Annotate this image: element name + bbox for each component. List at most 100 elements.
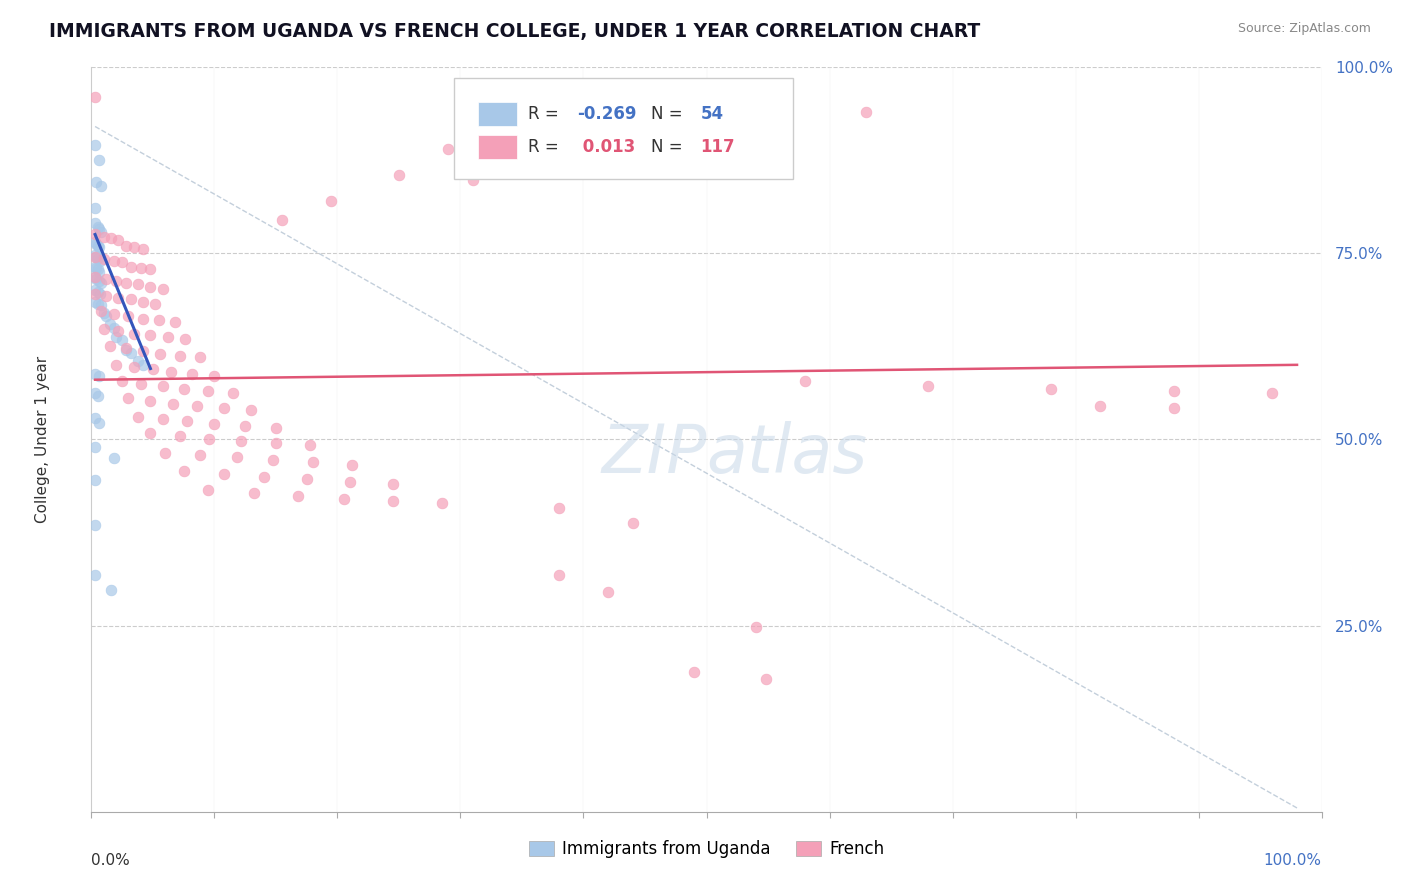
Point bbox=[163, 315, 186, 329]
Text: -0.269: -0.269 bbox=[578, 105, 637, 123]
Point bbox=[96, 272, 117, 286]
Point bbox=[105, 329, 127, 343]
Point bbox=[388, 168, 411, 182]
Point bbox=[181, 367, 204, 381]
Point bbox=[84, 138, 107, 153]
Point bbox=[461, 173, 484, 187]
Point bbox=[107, 233, 129, 247]
Text: 0.0%: 0.0% bbox=[91, 853, 131, 868]
Point bbox=[124, 360, 146, 375]
Point bbox=[86, 220, 108, 235]
Point bbox=[84, 202, 107, 216]
Point bbox=[917, 378, 939, 392]
Point bbox=[84, 260, 107, 274]
Point bbox=[93, 306, 115, 320]
Point bbox=[299, 438, 322, 452]
Point bbox=[142, 362, 165, 376]
Point bbox=[84, 567, 107, 582]
Point bbox=[197, 384, 219, 398]
Point bbox=[202, 417, 225, 431]
Point bbox=[152, 379, 174, 393]
Point bbox=[84, 235, 107, 249]
Point bbox=[100, 582, 122, 597]
Point bbox=[132, 242, 155, 256]
Text: ZIP: ZIP bbox=[602, 421, 706, 487]
Point bbox=[90, 225, 112, 239]
Point bbox=[103, 320, 125, 334]
Point bbox=[321, 194, 343, 208]
Point bbox=[621, 516, 644, 530]
Point bbox=[120, 346, 142, 360]
Point bbox=[87, 369, 110, 384]
Point bbox=[745, 620, 768, 634]
Point bbox=[793, 374, 815, 388]
Point bbox=[87, 416, 110, 430]
Point bbox=[225, 450, 247, 465]
Text: IMMIGRANTS FROM UGANDA VS FRENCH COLLEGE, UNDER 1 YEAR CORRELATION CHART: IMMIGRANTS FROM UGANDA VS FRENCH COLLEGE… bbox=[49, 22, 980, 41]
Point bbox=[86, 297, 108, 311]
Point bbox=[536, 145, 558, 160]
Point bbox=[242, 486, 264, 500]
Point bbox=[139, 279, 162, 293]
Point bbox=[547, 500, 569, 515]
Point bbox=[86, 238, 108, 252]
Point bbox=[222, 386, 245, 401]
Point bbox=[287, 489, 309, 503]
Text: 117: 117 bbox=[700, 137, 735, 155]
Point bbox=[233, 418, 256, 433]
Point bbox=[162, 396, 184, 410]
Point bbox=[98, 317, 121, 331]
Point bbox=[202, 369, 225, 384]
Point bbox=[295, 472, 318, 486]
Point bbox=[93, 252, 115, 266]
Point bbox=[84, 89, 107, 103]
Point bbox=[129, 260, 152, 275]
Point bbox=[381, 477, 404, 491]
Point bbox=[129, 377, 152, 392]
Point bbox=[103, 253, 125, 268]
Point bbox=[1088, 399, 1111, 413]
Point bbox=[86, 272, 108, 286]
Point bbox=[132, 311, 155, 326]
Text: 100.0%: 100.0% bbox=[1264, 853, 1322, 868]
Point bbox=[87, 222, 110, 236]
Point bbox=[152, 282, 174, 296]
Point bbox=[86, 252, 108, 266]
Point bbox=[262, 453, 284, 467]
Text: 0.013: 0.013 bbox=[578, 137, 636, 155]
Point bbox=[96, 310, 117, 324]
Point bbox=[173, 464, 195, 478]
Point bbox=[124, 326, 146, 341]
Point bbox=[132, 358, 155, 372]
Point bbox=[84, 518, 107, 533]
Point bbox=[84, 216, 107, 230]
Point bbox=[139, 394, 162, 409]
Point bbox=[127, 354, 149, 368]
Point bbox=[855, 104, 877, 119]
Point bbox=[96, 289, 117, 303]
Point bbox=[212, 467, 235, 481]
Legend: Immigrants from Uganda, French: Immigrants from Uganda, French bbox=[522, 833, 891, 864]
Point bbox=[105, 358, 127, 372]
Point bbox=[120, 293, 142, 307]
Point bbox=[127, 277, 149, 292]
Text: N =: N = bbox=[651, 105, 688, 123]
Point bbox=[105, 274, 127, 288]
Point bbox=[148, 313, 170, 327]
Point bbox=[86, 250, 108, 264]
Point bbox=[173, 382, 195, 396]
Point bbox=[139, 426, 162, 441]
Point bbox=[197, 483, 219, 497]
Point bbox=[671, 120, 693, 134]
Point bbox=[231, 434, 253, 448]
Point bbox=[111, 333, 134, 347]
Point bbox=[114, 342, 138, 356]
Point bbox=[84, 250, 107, 264]
Point bbox=[547, 567, 569, 582]
Point bbox=[212, 401, 235, 415]
Point bbox=[430, 496, 453, 510]
Point bbox=[264, 421, 287, 435]
Point bbox=[87, 265, 110, 279]
FancyBboxPatch shape bbox=[454, 78, 793, 178]
Point bbox=[84, 440, 107, 454]
